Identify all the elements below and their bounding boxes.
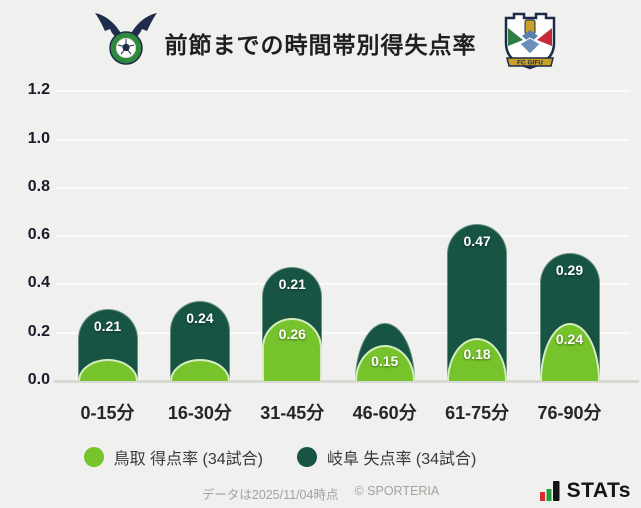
x-axis-label: 76-90分	[537, 403, 602, 423]
data-timestamp: データは2025/11/04時点	[201, 488, 339, 502]
x-axis-label: 31-45分	[260, 403, 325, 423]
tottori-crest-icon	[95, 13, 157, 65]
scored-value-label: 0.15	[371, 353, 399, 369]
footer-note: データは2025/11/04時点 © SPORTERIA	[0, 484, 641, 503]
chart-legend: 鳥取 得点率 (34試合) 岐阜 失点率 (34試合)	[0, 444, 560, 470]
gridline	[56, 283, 630, 286]
stats-bars-icon	[539, 481, 560, 501]
y-axis-tick: 0.4	[27, 274, 50, 292]
x-axis-label: 61-75分	[445, 403, 510, 423]
gifu-logo: FC GIFU	[501, 10, 559, 79]
page-title: 前節までの時間帯別得失点率	[164, 32, 477, 58]
conceded-value-label: 0.29	[555, 262, 584, 278]
stats-logo-text: STATs	[566, 479, 631, 502]
legend-item-gifu: 岐阜 失点率 (34試合)	[297, 445, 476, 469]
stats-brand: STATs	[539, 479, 631, 502]
y-axis-tick: 0.2	[27, 322, 50, 340]
y-axis-tick: 1.2	[27, 81, 50, 99]
scored-value-label: 0.24	[555, 331, 584, 347]
gifu-banner-label: FC GIFU	[517, 60, 543, 67]
scored-value-label: 0.26	[278, 326, 306, 342]
y-axis-tick: 0.0	[27, 371, 50, 388]
conceded-value-label: 0.21	[278, 276, 306, 292]
tottori-series-swatch-icon	[83, 447, 104, 467]
gridline	[56, 90, 630, 93]
gifu-series-swatch-icon	[297, 447, 317, 467]
legend-item-tottori: 鳥取 得点率 (34試合)	[83, 445, 263, 469]
conceded-value-label: 0.21	[93, 318, 122, 334]
y-axis-tick: 0.6	[27, 226, 50, 244]
bar-tottori-scored	[262, 318, 323, 381]
scored-value-label: 0.18	[463, 346, 491, 362]
gridline	[56, 186, 630, 189]
gridline	[56, 138, 630, 141]
x-axis-label: 0-15分	[80, 403, 135, 423]
y-axis-tick: 1.0	[27, 129, 50, 147]
gifu-crest-icon: FC GIFU	[504, 12, 556, 70]
copyright-text: © SPORTERIA	[354, 484, 440, 498]
gridline	[56, 235, 630, 238]
x-axis-baseline	[54, 380, 639, 383]
tottori-logo	[93, 10, 159, 73]
conceded-value-label: 0.24	[186, 310, 214, 326]
legend-label-tottori: 鳥取 得点率 (34試合)	[113, 451, 263, 468]
x-axis-label: 46-60分	[352, 403, 417, 423]
legend-label-gifu: 岐阜 失点率 (34試合)	[327, 451, 477, 468]
conceded-value-label: 0.47	[463, 233, 491, 249]
y-axis-tick: 0.8	[27, 177, 50, 195]
x-axis-label: 16-30分	[167, 403, 232, 423]
gridline	[56, 331, 630, 334]
